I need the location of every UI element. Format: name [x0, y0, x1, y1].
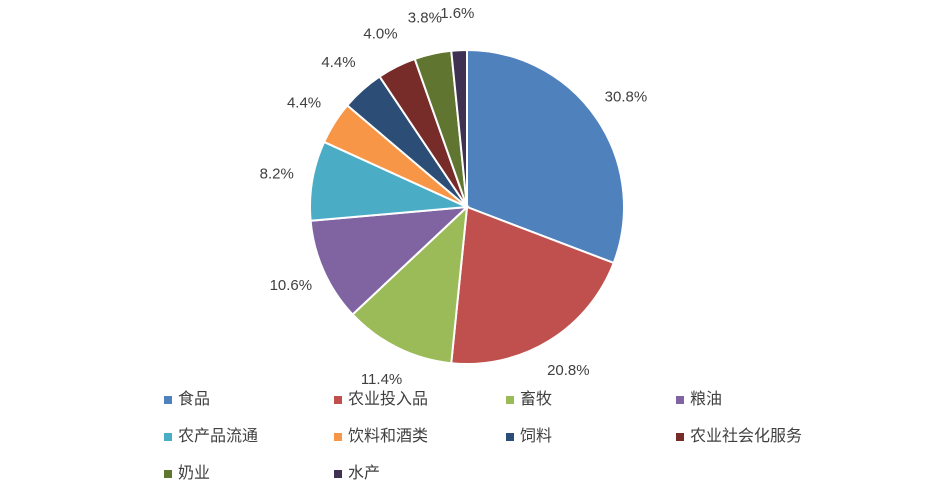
pie-slice [450, 205, 615, 365]
data-label: 8.2% [260, 165, 294, 182]
legend-label: 饲料 [520, 427, 552, 445]
legend-label: 粮油 [690, 390, 722, 408]
legend-label: 农业投入品 [348, 390, 428, 408]
legend-label: 奶业 [178, 464, 210, 482]
legend-label: 农产品流通 [178, 427, 258, 445]
pie-slice [466, 48, 625, 265]
legend-label: 农业社会化服务 [690, 427, 802, 445]
pie-slice [450, 48, 468, 208]
legend-label: 畜牧 [520, 390, 552, 408]
legend-marker [506, 433, 514, 441]
data-label: 4.0% [363, 25, 397, 42]
legend-marker [676, 396, 684, 404]
legend-label: 食品 [178, 390, 210, 408]
legend-marker [506, 396, 514, 404]
data-label: 4.4% [287, 95, 321, 112]
data-label: 11.4% [361, 371, 402, 388]
data-label: 10.6% [270, 277, 313, 294]
data-label: 1.6% [440, 5, 474, 22]
legend-marker [334, 433, 342, 441]
pie-slice [309, 205, 470, 316]
legend-label: 水产 [348, 464, 380, 482]
data-label: 30.8% [605, 88, 648, 105]
pie-slice [351, 204, 469, 365]
legend-marker [676, 433, 684, 441]
data-label: 3.8% [408, 10, 442, 27]
legend-marker [164, 470, 172, 478]
legend-marker [164, 396, 172, 404]
legend-marker [164, 433, 172, 441]
legend-marker [334, 396, 342, 404]
legend-label: 饮料和酒类 [348, 427, 428, 445]
data-label: 4.4% [321, 54, 355, 71]
data-label: 20.8% [547, 362, 590, 379]
legend-marker [334, 470, 342, 478]
